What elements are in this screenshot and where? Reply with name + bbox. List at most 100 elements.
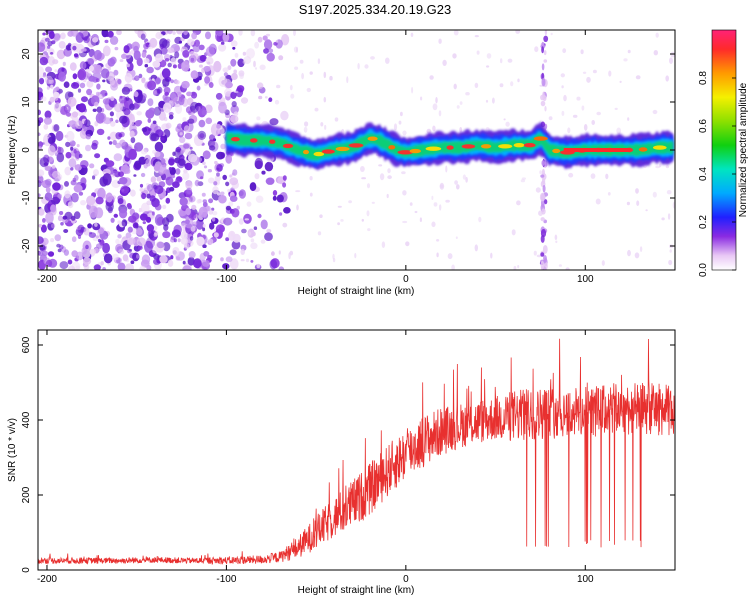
noise-speckle — [69, 62, 77, 71]
faint-speckle — [439, 204, 442, 211]
noise-speckle — [54, 69, 58, 73]
noise-speckle — [48, 136, 55, 145]
faint-speckle — [513, 266, 517, 270]
faint-speckle — [476, 50, 480, 55]
noise-speckle — [40, 96, 47, 102]
noise-speckle — [55, 86, 60, 91]
faint-speckle — [276, 84, 281, 89]
noise-speckle — [229, 249, 237, 256]
noise-speckle — [257, 36, 263, 43]
noise-speckle — [38, 66, 45, 79]
noise-speckle — [168, 158, 175, 166]
faint-speckle — [265, 33, 271, 37]
noise-speckle — [281, 34, 290, 46]
noise-speckle — [125, 55, 129, 58]
faint-speckle — [426, 128, 432, 134]
noise-speckle — [183, 30, 188, 36]
noise-speckle — [109, 77, 116, 86]
faint-speckle — [242, 60, 246, 64]
noise-speckle — [52, 59, 59, 65]
noise-speckle — [59, 105, 68, 115]
noise-speckle — [191, 32, 198, 40]
signal-hotspot — [388, 145, 396, 150]
noise-speckle — [258, 95, 263, 100]
faint-speckle — [346, 76, 349, 84]
faint-speckle — [534, 46, 539, 53]
noise-speckle — [212, 186, 219, 195]
faint-speckle — [548, 116, 553, 121]
noise-speckle — [205, 56, 214, 65]
noise-speckle — [201, 109, 208, 116]
noise-speckle — [163, 224, 169, 232]
stripe-speckle — [541, 77, 546, 87]
signal-hotspot — [552, 148, 561, 154]
noise-speckle — [160, 137, 165, 141]
noise-speckle — [85, 134, 92, 140]
faint-speckle — [250, 238, 255, 243]
faint-speckle — [639, 246, 643, 253]
noise-speckle — [133, 50, 141, 61]
noise-speckle — [97, 187, 106, 200]
noise-speckle — [64, 190, 71, 199]
noise-speckle — [127, 226, 133, 233]
noise-speckle — [73, 211, 81, 220]
noise-speckle — [198, 44, 205, 51]
noise-speckle — [88, 205, 98, 219]
noise-speckle — [269, 118, 279, 126]
noise-speckle — [134, 160, 142, 170]
noise-speckle — [111, 170, 118, 176]
noise-speckle — [149, 195, 156, 202]
noise-speckle — [228, 201, 234, 207]
faint-speckle — [381, 241, 386, 248]
faint-speckle — [485, 99, 489, 103]
faint-speckle — [572, 114, 578, 118]
faint-speckle — [245, 258, 250, 263]
noise-speckle — [218, 101, 227, 114]
noise-speckle — [176, 30, 183, 35]
noise-speckle — [148, 107, 156, 114]
faint-speckle — [490, 252, 493, 259]
noise-speckle — [80, 200, 87, 206]
noise-speckle — [155, 77, 161, 84]
noise-speckle — [55, 130, 64, 142]
faint-speckle — [378, 164, 383, 167]
noise-speckle — [107, 66, 111, 71]
faint-speckle — [672, 201, 675, 209]
noise-speckle — [122, 254, 129, 262]
noise-speckle — [276, 194, 284, 203]
noise-speckle — [51, 223, 56, 229]
noise-speckle — [44, 178, 52, 186]
faint-speckle — [517, 265, 520, 269]
noise-speckle — [129, 130, 135, 138]
faint-speckle — [582, 71, 587, 75]
noise-speckle — [220, 143, 226, 150]
noise-speckle — [165, 197, 171, 204]
snr-line — [38, 338, 675, 566]
noise-speckle — [99, 94, 103, 98]
noise-speckle — [177, 238, 181, 243]
faint-speckle — [607, 192, 611, 196]
noise-speckle — [161, 68, 171, 79]
noise-speckle — [179, 136, 186, 143]
faint-speckle — [317, 58, 321, 65]
noise-speckle — [213, 181, 218, 186]
faint-speckle — [293, 30, 296, 36]
noise-speckle — [216, 123, 221, 129]
noise-speckle — [60, 32, 66, 40]
noise-speckle — [283, 207, 291, 214]
snr-x-ticks: -200 -100 0 100 — [37, 330, 594, 585]
noise-speckle — [128, 215, 137, 223]
noise-speckle — [155, 53, 164, 63]
noise-speckle — [76, 144, 80, 148]
noise-speckle — [257, 213, 262, 219]
faint-speckle — [595, 198, 601, 205]
faint-speckle — [304, 121, 309, 127]
noise-speckle — [74, 164, 82, 171]
noise-speckle — [196, 199, 201, 204]
signal-hotspot — [250, 138, 258, 143]
spectrogram-x-ticks: -200 -100 0 100 — [37, 30, 594, 285]
noise-speckle — [38, 119, 41, 127]
noise-speckle — [50, 84, 54, 90]
faint-speckle — [431, 221, 436, 228]
noise-speckle — [180, 237, 188, 245]
